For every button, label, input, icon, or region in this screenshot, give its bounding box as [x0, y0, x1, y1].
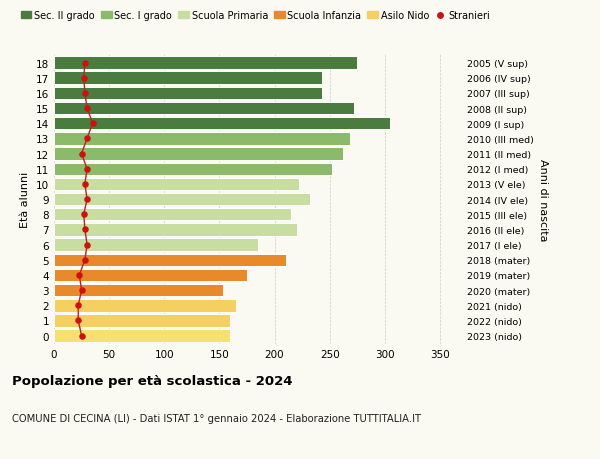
Y-axis label: Anni di nascita: Anni di nascita	[538, 158, 548, 241]
Bar	[54, 254, 286, 266]
Bar	[54, 208, 291, 221]
Y-axis label: Età alunni: Età alunni	[20, 172, 31, 228]
Bar	[54, 133, 350, 146]
Legend: Sec. II grado, Sec. I grado, Scuola Primaria, Scuola Infanzia, Asilo Nido, Stran: Sec. II grado, Sec. I grado, Scuola Prim…	[17, 7, 494, 25]
Text: Popolazione per età scolastica - 2024: Popolazione per età scolastica - 2024	[12, 374, 293, 387]
Point	[82, 241, 92, 249]
Point	[77, 151, 86, 158]
Bar	[54, 103, 354, 115]
Point	[73, 302, 83, 309]
Text: COMUNE DI CECINA (LI) - Dati ISTAT 1° gennaio 2024 - Elaborazione TUTTITALIA.IT: COMUNE DI CECINA (LI) - Dati ISTAT 1° ge…	[12, 413, 421, 423]
Bar	[54, 57, 357, 70]
Bar	[54, 178, 299, 191]
Point	[73, 317, 83, 325]
Bar	[54, 193, 310, 206]
Point	[80, 257, 89, 264]
Point	[88, 120, 97, 128]
Bar	[54, 148, 343, 161]
Point	[80, 60, 89, 67]
Bar	[54, 224, 296, 236]
Point	[80, 181, 89, 188]
Bar	[54, 239, 258, 251]
Point	[79, 211, 89, 218]
Point	[77, 332, 86, 340]
Point	[77, 287, 86, 294]
Bar	[54, 269, 247, 281]
Bar	[54, 314, 230, 327]
Point	[82, 105, 92, 112]
Point	[82, 166, 92, 173]
Bar	[54, 299, 236, 312]
Point	[82, 196, 92, 203]
Bar	[54, 73, 322, 85]
Bar	[54, 330, 230, 342]
Point	[80, 226, 89, 234]
Point	[79, 75, 89, 82]
Point	[80, 90, 89, 97]
Bar	[54, 284, 223, 297]
Point	[82, 135, 92, 143]
Point	[74, 272, 84, 279]
Bar	[54, 88, 322, 100]
Bar	[54, 118, 391, 130]
Bar	[54, 163, 332, 176]
